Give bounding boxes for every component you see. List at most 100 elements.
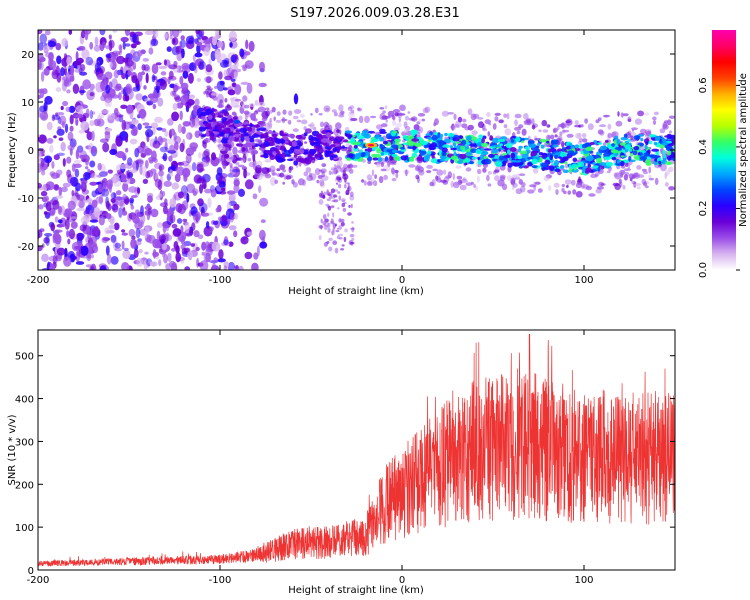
- snr-panel: -200 -100 0 100 0 100 200 300 400 500 Height of s…: [7, 329, 676, 596]
- spectrogram-cell: [261, 173, 267, 177]
- spectrogram-cell: [219, 191, 227, 195]
- spectrogram-cell: [630, 135, 634, 141]
- spectrogram-cell: [182, 218, 188, 222]
- spectrogram-cell: [68, 228, 75, 240]
- spectrogram-cell: [142, 178, 149, 184]
- spectrogram-cell: [120, 36, 129, 43]
- spectrogram-cell: [356, 135, 365, 140]
- spectrogram-cell: [51, 114, 56, 122]
- spectrogram-cell: [196, 78, 202, 82]
- spectrogram-cell: [110, 234, 117, 243]
- spectrogram-cell: [559, 131, 563, 136]
- spectrogram-cell: [379, 112, 386, 121]
- spectrogram-cell: [603, 114, 611, 118]
- spectrogram-cell: [554, 154, 559, 159]
- snr-xtick-label: -200: [27, 575, 50, 586]
- spectrogram-cell: [140, 205, 144, 217]
- spectrogram-cell: [484, 148, 492, 151]
- spectrogram-cell: [561, 187, 565, 193]
- spectrogram-cell: [561, 141, 565, 148]
- spectrogram-cell: [137, 123, 142, 131]
- spectrogram-cell: [167, 252, 172, 262]
- spectrogram-cell: [506, 175, 513, 181]
- spectrogram-cell: [179, 142, 185, 153]
- spectrogram-cell: [49, 60, 57, 71]
- spectrogram-cell: [274, 179, 279, 185]
- spectrogram-cell: [387, 115, 392, 119]
- spectrogram-cell: [323, 191, 327, 195]
- spectrogram-cell: [331, 171, 334, 175]
- spectrogram-cell: [219, 99, 223, 103]
- spectrogram-cell: [211, 36, 218, 46]
- spectrogram-cell: [145, 72, 149, 84]
- spectrogram-cell: [233, 119, 241, 124]
- spectrogram-cell: [247, 127, 253, 132]
- spectrogram-cell: [631, 180, 637, 185]
- spectrogram-cell: [142, 122, 150, 126]
- spectrogram-cell: [303, 171, 309, 177]
- spectrogram-cell: [190, 243, 196, 247]
- spectrogram-cell: [426, 170, 432, 174]
- spectrogram-cell: [405, 169, 408, 177]
- spectrogram-cell: [104, 130, 111, 136]
- spectrogram-cell: [341, 145, 345, 149]
- spectrogram-cell: [213, 131, 220, 135]
- spectrogram-cell: [58, 206, 63, 213]
- spectrogram-cell: [187, 251, 193, 260]
- spectrogram-cell: [325, 132, 332, 138]
- spectrogram-cell: [234, 133, 240, 138]
- spectrogram-cell: [229, 97, 235, 101]
- snr-xtick-label: 0: [399, 575, 405, 586]
- spectrogram-cell: [163, 59, 167, 66]
- spectrogram-cell: [55, 195, 64, 199]
- spectrogram-cell: [151, 63, 159, 75]
- spectrogram-cell: [123, 152, 127, 161]
- spectrogram-cell: [89, 236, 97, 244]
- spectrogram-cell: [223, 69, 228, 78]
- spectrogram-cell: [246, 231, 253, 236]
- spectrogram-cell: [429, 144, 433, 151]
- spectrogram-cell: [414, 142, 423, 148]
- spectrogram-cell: [575, 182, 583, 189]
- spectrogram-cell: [205, 38, 213, 42]
- spectrogram-cell: [68, 105, 76, 113]
- spectrogram-cell: [245, 238, 249, 242]
- spectrogram-cell: [199, 184, 203, 194]
- spectrogram-cell: [279, 164, 286, 171]
- spectrogram-cell: [98, 263, 107, 269]
- spectrogram-cell: [550, 139, 555, 145]
- spectrogram-cell: [232, 116, 238, 120]
- spectrogram-cell: [533, 184, 537, 192]
- spectrogram-cell: [580, 150, 584, 154]
- spectrogram-cell: [293, 93, 299, 105]
- spectrogram-cell: [84, 30, 89, 41]
- spectrogram-cell: [110, 191, 114, 199]
- spectrogram-cell: [272, 151, 277, 154]
- spectrogram-cell: [129, 138, 138, 145]
- spectrogram-cell: [329, 136, 335, 142]
- spectrogram-cell: [431, 179, 436, 187]
- spectrogram-cell: [565, 120, 572, 124]
- spectrogram-cell: [53, 184, 60, 191]
- spectrogram-cell: [144, 159, 149, 169]
- spectrogram-cell: [143, 64, 150, 71]
- spectrogram-ytick-label: -10: [18, 194, 34, 205]
- spectrogram-cell: [228, 144, 232, 151]
- spectrogram-cell: [471, 130, 478, 135]
- spectrogram-cell: [149, 261, 158, 267]
- snr-ticks: -200 -100 0 100 0 100 200 300 400 500: [15, 330, 675, 586]
- spectrogram-cell: [661, 138, 667, 143]
- spectrogram-cell: [620, 160, 625, 167]
- spectrogram-cell: [76, 207, 86, 212]
- spectrogram-cell: [234, 213, 238, 220]
- colorbar-tick-label: 0.6: [698, 77, 709, 93]
- spectrogram-cell: [40, 71, 45, 82]
- spectrogram-cell: [571, 168, 579, 173]
- spectrogram-cell: [648, 177, 654, 181]
- spectrogram-cell: [95, 196, 103, 204]
- spectrogram-cell: [485, 158, 492, 165]
- spectrogram-cell: [75, 113, 84, 119]
- spectrogram-cell: [38, 245, 43, 252]
- spectrogram-cell: [499, 143, 503, 147]
